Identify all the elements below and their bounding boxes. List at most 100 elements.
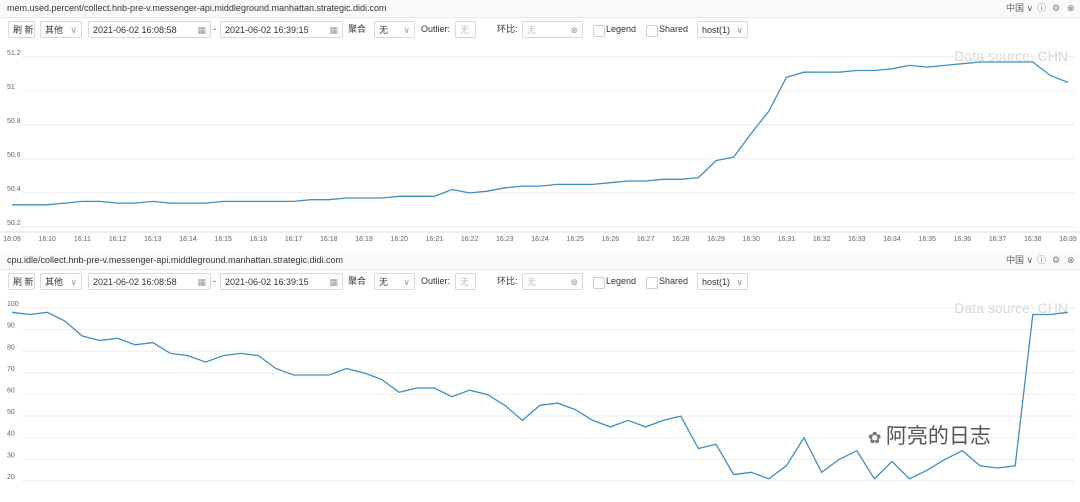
x-tick-label: 16:34 <box>883 236 901 243</box>
legend-checkbox[interactable] <box>593 25 605 37</box>
aggregate-label: 聚合 <box>348 276 367 286</box>
compare-input[interactable]: 无 ⊗ <box>522 273 583 290</box>
x-tick-label: 16:17 <box>285 236 303 243</box>
more-select[interactable]: 其他 ∨ <box>40 273 82 290</box>
x-tick-label: 16:21 <box>426 236 444 243</box>
x-tick-label: 16:37 <box>989 236 1007 243</box>
end-time[interactable]: 2021-06-02 16:39:15 ▦ <box>220 273 343 290</box>
end-time-icon: ▦ <box>329 277 338 287</box>
data-line <box>12 61 1069 206</box>
y-tick-label: 20 <box>7 474 15 481</box>
panel-header: mem.used.percent/collect.hnb-pre-v.messe… <box>0 0 1080 18</box>
x-tick-label: 16:28 <box>672 236 690 243</box>
compare-label: 环比: <box>497 24 518 34</box>
x-tick-label: 16:33 <box>848 236 866 243</box>
x-tick-label: 16:11 <box>74 236 91 243</box>
outlier-select[interactable]: 无 <box>455 273 476 290</box>
outlier-label: Outlier: <box>421 276 451 286</box>
end-time-text: 2021-06-02 16:39:15 <box>225 25 309 35</box>
y-tick-label: 80 <box>7 344 15 351</box>
more-select-text: 其他 <box>45 25 64 35</box>
region-select[interactable]: 中国 ∨ <box>1006 0 1033 17</box>
outlier-select-text: 无 <box>460 25 470 35</box>
x-tick-label: 16:32 <box>813 236 831 243</box>
host-select-text: host(1) <box>702 25 731 35</box>
x-tick-label: 16:18 <box>320 236 338 243</box>
x-tick-label: 16:23 <box>496 236 514 243</box>
host-select-text: host(1) <box>702 277 731 287</box>
x-tick-label: 16:13 <box>144 236 162 243</box>
shared-checkbox[interactable] <box>646 277 658 289</box>
dropdown-arrow: ∨ <box>1024 3 1034 13</box>
header-icon[interactable]: ⊗ <box>1067 255 1075 265</box>
overlay-watermark: ✿ 阿亮的日志 <box>868 424 991 452</box>
aggregate-select[interactable]: 无 ∨ <box>374 21 415 38</box>
x-tick-label: 16:09 <box>3 236 21 243</box>
compare-input-text: 无 <box>527 277 537 287</box>
x-tick-label: 16:39 <box>1059 236 1077 243</box>
refresh-button[interactable]: 刷 新 <box>8 21 35 38</box>
header-icon[interactable]: ⓘ <box>1037 255 1047 265</box>
start-time-icon: ▦ <box>197 25 206 35</box>
refresh-button[interactable]: 刷 新 <box>8 273 35 290</box>
y-tick-label: 51.2 <box>7 50 21 57</box>
y-tick-label: 50 <box>7 409 15 416</box>
shared-label: Shared <box>659 24 689 34</box>
header-icon[interactable]: ⚙ <box>1052 3 1061 13</box>
legend-label: Legend <box>606 24 637 34</box>
wechat-icon: ✿ <box>868 430 886 447</box>
x-tick-label: 16:26 <box>602 236 620 243</box>
x-tick-label: 16:22 <box>461 236 479 243</box>
y-tick-label: 50.2 <box>7 220 21 227</box>
start-time[interactable]: 2021-06-02 16:08:58 ▦ <box>88 273 211 290</box>
aggregate-select[interactable]: 无 ∨ <box>374 273 415 290</box>
host-select[interactable]: host(1) ∨ <box>697 21 748 38</box>
end-time-text: 2021-06-02 16:39:15 <box>225 277 309 287</box>
start-time[interactable]: 2021-06-02 16:08:58 ▦ <box>88 21 211 38</box>
y-tick-label: 50.4 <box>7 186 21 193</box>
x-tick-label: 16:16 <box>250 236 268 243</box>
time-separator: - <box>213 276 216 286</box>
y-tick-label: 40 <box>7 431 15 438</box>
more-select-text: 其他 <box>45 277 64 287</box>
region-text: 中国 <box>1006 3 1025 13</box>
overlay-text: 阿亮的日志 <box>885 425 991 448</box>
data-line <box>11 311 1069 480</box>
x-tick-label: 16:14 <box>179 236 197 243</box>
aggregate-select-icon: ∨ <box>403 277 410 287</box>
header-icon[interactable]: ⊗ <box>1067 3 1075 13</box>
shared-checkbox[interactable] <box>646 25 658 37</box>
start-time-text: 2021-06-02 16:08:58 <box>93 277 177 287</box>
compare-input[interactable]: 无 ⊗ <box>522 21 583 38</box>
more-select[interactable]: 其他 ∨ <box>40 21 82 38</box>
region-select[interactable]: 中国 ∨ <box>1006 252 1033 269</box>
host-select[interactable]: host(1) ∨ <box>697 273 748 290</box>
x-tick-label: 16:20 <box>390 236 408 243</box>
host-select-icon: ∨ <box>736 25 743 35</box>
panel-title: cpu.idle/collect.hnb-pre-v.messenger-api… <box>7 255 344 265</box>
x-tick-label: 16:24 <box>531 236 549 243</box>
header-icon[interactable]: ⚙ <box>1052 255 1061 265</box>
shared-label: Shared <box>659 276 689 286</box>
refresh-button-text: 刷 新 <box>13 25 34 35</box>
aggregate-select-text: 无 <box>379 277 389 287</box>
header-icon[interactable]: ⓘ <box>1037 3 1047 13</box>
chart-panel: mem.used.percent/collect.hnb-pre-v.messe… <box>0 0 1080 250</box>
region-text: 中国 <box>1006 255 1025 265</box>
end-time-icon: ▦ <box>329 25 338 35</box>
legend-checkbox[interactable] <box>593 277 605 289</box>
y-tick-label: 70 <box>7 366 15 373</box>
x-tick-label: 16:27 <box>637 236 655 243</box>
x-tick-label: 16:38 <box>1024 236 1042 243</box>
x-tick-label: 16:35 <box>918 236 936 243</box>
dropdown-arrow: ∨ <box>1024 255 1034 265</box>
chart-panel: cpu.idle/collect.hnb-pre-v.messenger-api… <box>0 252 1080 502</box>
x-tick-label: 16:30 <box>742 236 760 243</box>
y-tick-label: 51 <box>7 84 15 91</box>
host-select-icon: ∨ <box>736 277 743 287</box>
end-time[interactable]: 2021-06-02 16:39:15 ▦ <box>220 21 343 38</box>
x-tick-label: 16:25 <box>566 236 584 243</box>
y-tick-label: 30 <box>7 452 15 459</box>
y-tick-label: 50.8 <box>7 118 21 125</box>
outlier-select[interactable]: 无 <box>455 21 476 38</box>
